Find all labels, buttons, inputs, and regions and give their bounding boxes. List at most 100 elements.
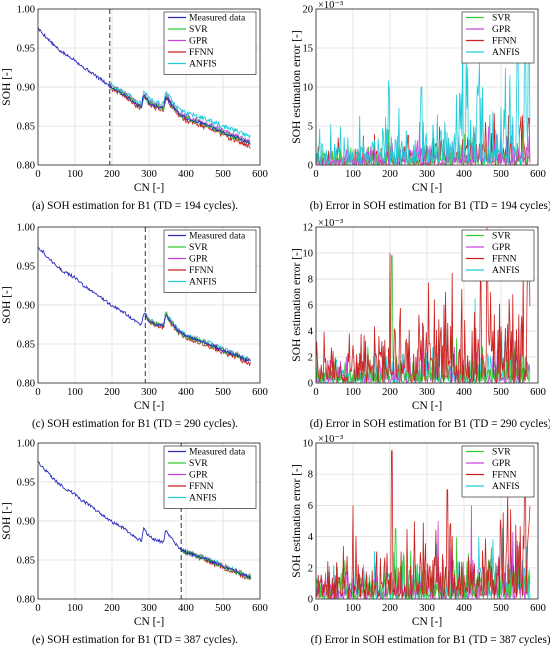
series-line-ffnn [144,311,251,366]
x-tick-label: 100 [345,169,361,180]
series-line-measured [38,461,251,579]
axis-multiplier: ×10⁻³ [318,218,343,229]
panel-d: 0 100 200 300 400 500 600 0 2 4 6 8 10 12 ×10⁻³ SVRGPRF… [291,218,550,430]
legend-box [461,445,535,498]
x-axis-label: CN [-] [412,182,442,194]
series-line-measured [38,246,251,362]
y-tick-label: 10 [303,249,314,260]
legend-label: SVR [492,447,511,458]
y-tick-label: 6 [308,301,313,312]
y-tick-label: 10 [303,439,314,450]
x-tick-label: 400 [178,387,194,398]
legend-box [461,229,535,282]
x-tick-label: 200 [104,169,120,180]
series-line-measured [38,27,251,145]
legend-label: SVR [189,458,208,469]
y-axis-label: SOH [-] [1,502,13,539]
x-tick-label: 300 [419,603,435,614]
y-tick-label: 1.00 [17,439,35,450]
x-tick-label: 600 [530,603,546,614]
series-line-ffnn [316,450,531,599]
legend-label: ANFIS [492,47,520,58]
legend-label: FFNN [492,36,517,47]
x-tick-label: 400 [456,169,472,180]
axis-multiplier: ×10⁻³ [318,0,343,11]
x-tick-label: 0 [35,387,40,398]
x-axis-label: CN [-] [134,616,164,628]
x-tick-label: 0 [313,169,318,180]
y-tick-label: 8 [308,470,313,481]
y-tick-label: 20 [303,5,314,16]
panel-caption: (d) Error in SOH estimation for B1 (TD =… [310,418,550,430]
y-tick-label: 0.95 [17,262,35,273]
panel-c: 0 100 200 300 400 500 600 0.80 0.85 0.90 0.95 1.00 M… [1,223,268,431]
y-tick-label: 0 [308,595,313,606]
legend-label: ANFIS [189,493,217,504]
axes-frame [315,8,539,166]
x-tick-label: 100 [345,603,361,614]
panel-caption: (c) SOH estimation for B1 (TD = 290 cycl… [32,418,238,430]
x-tick-label: 500 [493,387,509,398]
x-tick-label: 600 [530,387,546,398]
x-tick-label: 600 [252,603,268,614]
legend-label: SVR [189,242,208,253]
legend-label: GPR [189,470,208,481]
x-tick-label: 0 [313,603,318,614]
x-tick-label: 600 [252,169,268,180]
x-tick-label: 300 [419,387,435,398]
legend-label: SVR [492,13,511,24]
legend-label: SVR [492,231,511,242]
axes-frame [315,442,539,600]
y-tick-label: 0.80 [17,161,35,172]
x-tick-label: 0 [35,169,40,180]
x-tick-label: 200 [382,169,398,180]
legend-label: FFNN [189,265,214,276]
series-lines [38,461,252,581]
series-line-ffnn [316,227,531,383]
x-tick-label: 300 [141,387,157,398]
x-tick-label: 200 [382,387,398,398]
y-tick-label: 0.80 [17,595,35,606]
panel-f: 0 100 200 300 400 500 600 0 2 4 6 8 10 ×10⁻³ SVRGPRFFN… [291,434,550,646]
x-tick-label: 600 [252,387,268,398]
y-tick-label: 0.90 [17,83,35,94]
x-tick-label: 300 [141,169,157,180]
y-tick-label: 10 [303,83,314,94]
y-tick-label: 0 [308,161,313,172]
x-tick-label: 200 [382,603,398,614]
series-lines [38,27,251,149]
x-tick-label: 200 [104,387,120,398]
y-tick-label: 8 [308,275,313,286]
x-tick-label: 100 [67,603,83,614]
axis-multiplier: ×10⁻³ [318,434,343,445]
x-axis-label: CN [-] [134,182,164,194]
y-axis-label: SOH estimation error [-] [291,30,303,143]
series-lines [38,246,251,366]
x-axis-label: CN [-] [412,616,442,628]
axes-frame [37,442,261,600]
y-tick-label: 0 [308,379,313,390]
series-lines [316,227,531,383]
y-tick-label: 12 [303,223,314,234]
legend-label: GPR [189,36,208,47]
legend-label: FFNN [492,470,517,481]
legend-label: FFNN [189,481,214,492]
x-tick-label: 400 [178,603,194,614]
y-axis-label: SOH [-] [1,286,13,323]
y-tick-label: 4 [308,327,314,338]
axes-frame [315,226,539,384]
x-tick-label: 500 [493,603,509,614]
legend-label: Measured data [189,447,246,458]
legend-label: Measured data [189,13,246,24]
y-axis-label: SOH [-] [1,68,13,105]
legend-label: ANFIS [189,59,217,70]
x-tick-label: 300 [141,603,157,614]
panel-caption: (b) Error in SOH estimation for B1 (TD =… [310,200,550,212]
series-lines [316,450,531,599]
x-tick-label: 500 [215,169,231,180]
x-tick-label: 400 [178,169,194,180]
legend-label: ANFIS [189,277,217,288]
legend-label: FFNN [189,47,214,58]
